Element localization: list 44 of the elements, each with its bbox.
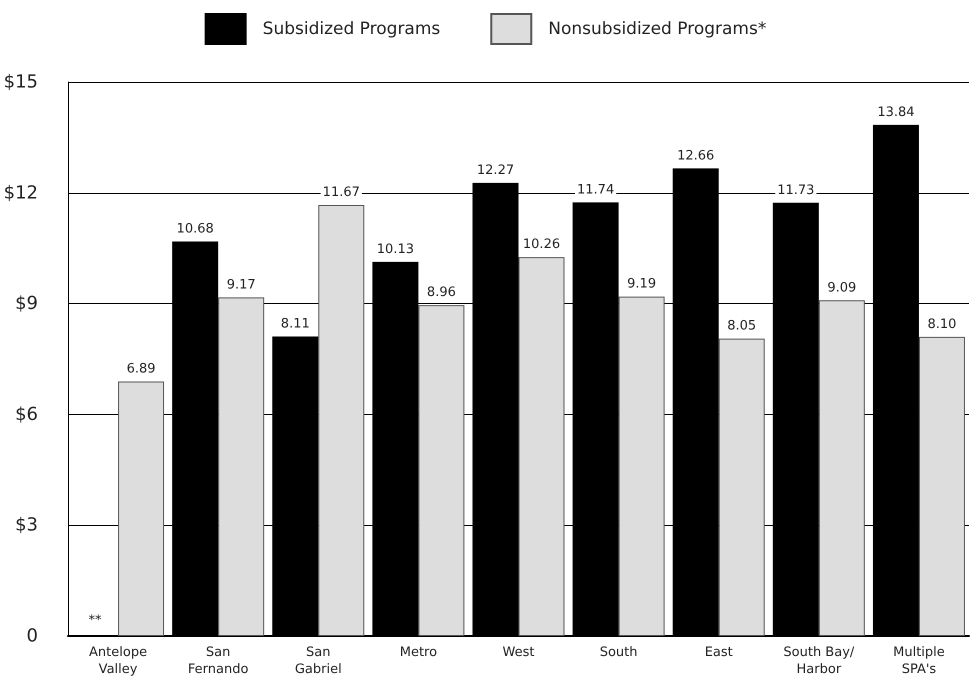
x-tick-label: Multiple SPA's: [893, 645, 945, 677]
data-label: 10.68: [176, 222, 214, 237]
bar: [318, 204, 364, 636]
data-label: 8.10: [927, 316, 956, 332]
x-tick-label: South Bay/ Harbor: [783, 645, 855, 677]
data-label: 8.96: [426, 285, 456, 300]
data-label: 12.66: [677, 148, 714, 164]
bar: [118, 382, 164, 636]
annotation: **: [88, 613, 102, 628]
x-tick-label: Metro: [400, 645, 438, 660]
y-tick-label: 0: [26, 626, 38, 646]
bar: [718, 338, 765, 636]
x-tick-label: Antelope Valley: [89, 645, 148, 677]
y-tick-label: $12: [4, 182, 38, 204]
x-tick-label: West: [502, 645, 534, 660]
bar: [418, 305, 464, 636]
data-label: 11.73: [777, 182, 814, 198]
data-label: 12.27: [476, 162, 514, 178]
legend-label: Nonsubsidized Programs*: [548, 19, 766, 39]
data-label: 6.89: [126, 362, 156, 377]
bar: [918, 336, 965, 636]
y-tick-label: $3: [15, 514, 38, 536]
x-tick-label: San Fernando: [188, 645, 248, 677]
x-tick-label: San Gabriel: [294, 645, 342, 677]
y-tick-label: $6: [15, 404, 38, 425]
bar: [818, 300, 865, 636]
data-label: 9.17: [226, 277, 256, 292]
legend-label: Subsidized Programs: [262, 19, 440, 39]
bar: [218, 297, 264, 636]
data-label: 10.26: [522, 237, 560, 252]
y-tick-label: $9: [15, 293, 38, 314]
x-tick-label: South: [600, 645, 638, 660]
data-label: 13.84: [877, 104, 915, 120]
data-label: 9.09: [827, 280, 856, 296]
data-label: 11.67: [322, 184, 360, 200]
data-label: 10.13: [376, 242, 414, 257]
data-label: 11.74: [577, 182, 614, 198]
data-label: 9.19: [627, 276, 656, 292]
data-label: 8.05: [727, 318, 756, 334]
bar: [618, 296, 665, 636]
y-tick-label: $15: [4, 72, 38, 92]
x-tick-label: East: [704, 645, 733, 660]
bar: [518, 257, 564, 636]
data-label: 8.11: [280, 316, 310, 332]
